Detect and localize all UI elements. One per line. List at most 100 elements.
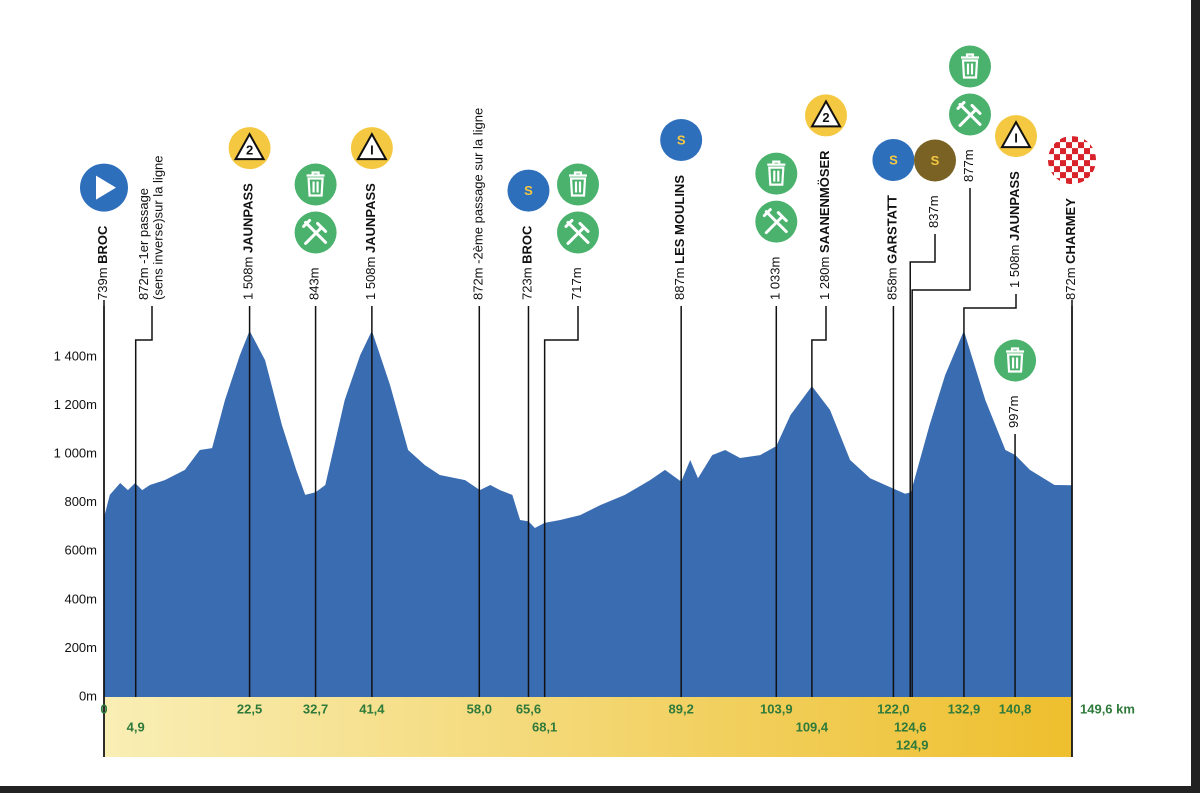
point-name: GARSTATT xyxy=(885,195,900,264)
point-altitude: 1 508m xyxy=(1007,245,1022,288)
icon-glyph xyxy=(1000,120,1032,149)
km-label: 109,4 xyxy=(796,719,829,734)
km-label: 103,9 xyxy=(760,701,793,716)
marker-line xyxy=(911,188,971,697)
icon-glyph xyxy=(96,175,116,200)
icon-bg xyxy=(994,339,1037,382)
elevation-area xyxy=(104,330,1072,697)
point-label: 872m CHARMEY xyxy=(1063,198,1078,300)
marker-line xyxy=(963,294,1017,697)
km-label: 89,2 xyxy=(669,701,694,716)
icon-waste xyxy=(994,339,1037,382)
point-label: 1 033m xyxy=(768,257,783,300)
point-label: 717m xyxy=(569,267,584,300)
point-label: 1 280m SAANENMÖSER xyxy=(817,150,832,300)
km-label: 68,1 xyxy=(532,719,557,734)
icon-bg xyxy=(949,45,991,88)
point-name: JAUNPASS xyxy=(241,183,256,253)
icon-sprint: S xyxy=(872,139,915,181)
icon-climb: I xyxy=(995,115,1037,158)
y-tick-label: 0m xyxy=(79,688,97,703)
km-label: 32,7 xyxy=(303,701,328,716)
frame-edge xyxy=(0,786,1200,793)
icon-finish xyxy=(1048,136,1096,185)
point-label: 1 508m JAUNPASS xyxy=(363,183,378,300)
point-altitude: 1 280m xyxy=(817,257,832,300)
km-band xyxy=(104,697,1072,757)
point-altitude: 887m xyxy=(673,267,688,300)
icon-sprint: S xyxy=(507,169,550,212)
icon-text: I xyxy=(370,143,374,158)
point-name: BROC xyxy=(95,225,110,264)
y-tick-label: 600m xyxy=(64,543,97,558)
icon-climb: 2 xyxy=(805,94,847,137)
km-label: 124,6 xyxy=(894,719,927,734)
icon-text: S xyxy=(524,183,533,198)
icon-food xyxy=(949,93,991,136)
point-label: 872m -2ème passage sur la ligne xyxy=(471,108,486,300)
km-label: 22,5 xyxy=(237,701,262,716)
icon-waste xyxy=(755,152,798,195)
point-label: 887m LES MOULINS xyxy=(673,175,688,300)
icon-waste xyxy=(294,163,337,206)
marker-line xyxy=(811,306,827,697)
marker-line xyxy=(909,234,936,697)
km-label: 41,4 xyxy=(359,701,385,716)
frame-edge xyxy=(1191,0,1200,793)
icon-text: 2 xyxy=(246,143,253,158)
icon-climb: I xyxy=(350,127,393,170)
point-altitude: 872m xyxy=(136,267,151,300)
icon-food xyxy=(557,211,599,254)
km-label: 58,0 xyxy=(467,701,492,716)
icon-food xyxy=(755,200,798,243)
icon-waste xyxy=(557,163,599,206)
icon-glyph xyxy=(569,171,587,197)
point-name: BROC xyxy=(520,225,535,264)
icon-glyph xyxy=(356,132,388,161)
point-name: SAANENMÖSER xyxy=(817,150,832,253)
icon-text: I xyxy=(1014,131,1018,146)
km-label: 0 xyxy=(100,701,107,716)
km-label: 4,9 xyxy=(127,719,145,734)
point-label: 858m GARSTATT xyxy=(885,195,900,300)
km-label: 124,9 xyxy=(896,737,929,752)
icon-bg xyxy=(557,163,599,206)
point-altitude: 872m xyxy=(1063,267,1078,300)
y-tick-label: 1 000m xyxy=(54,446,97,461)
icon-start xyxy=(80,163,128,212)
icon-bg xyxy=(914,139,956,182)
icon-glyph xyxy=(956,100,982,127)
km-label: 140,8 xyxy=(999,701,1032,716)
point-altitude: 872m xyxy=(471,267,486,300)
point-altitude: 1 508m xyxy=(241,257,256,300)
point-name: JAUNPASS xyxy=(363,183,378,253)
icon-waste xyxy=(949,45,991,88)
icon-glyph xyxy=(810,99,842,128)
point-label: 1 508m JAUNPASS xyxy=(241,183,256,300)
point-altitude: 739m xyxy=(95,267,110,300)
icon-sprint: S xyxy=(660,119,703,161)
y-tick-label: 400m xyxy=(64,591,97,606)
y-tick-label: 1 200m xyxy=(54,397,97,412)
point-altitude: 1 033m xyxy=(768,257,783,300)
point-altitude: 717m xyxy=(569,267,584,300)
point-label: 843m xyxy=(307,267,322,300)
icon-glyph xyxy=(233,132,266,161)
point-label: 997m xyxy=(1006,395,1021,428)
point-altitude: 843m xyxy=(307,267,322,300)
point-altitude: 723m xyxy=(520,267,535,300)
icon-glyph xyxy=(1006,347,1025,373)
point-label: 739m BROC xyxy=(95,225,110,300)
y-tick-label: 200m xyxy=(64,640,97,655)
icon-glyph xyxy=(302,218,328,245)
icon-text: S xyxy=(931,153,940,168)
icon-text: S xyxy=(677,132,686,147)
point-name: LES MOULINS xyxy=(673,175,688,264)
icon-bg xyxy=(872,139,915,181)
y-tick-label: 1 400m xyxy=(54,348,97,363)
icon-bg xyxy=(660,119,703,161)
km-label: 122,0 xyxy=(877,701,910,716)
point-note: -1er passage xyxy=(136,188,151,264)
icon-text: 2 xyxy=(822,110,829,125)
icon-glyph xyxy=(306,171,325,197)
